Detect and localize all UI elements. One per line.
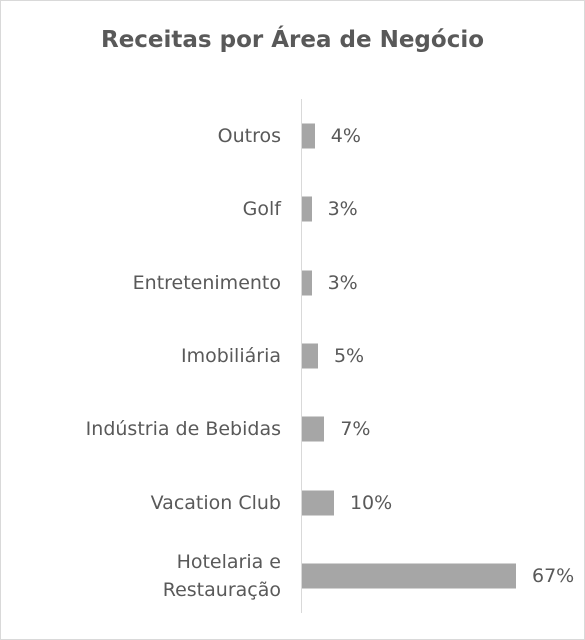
category-label: Golf [242, 198, 281, 221]
category-label: Indústria de Bebidas [85, 418, 281, 441]
value-label: 7% [340, 418, 371, 441]
value-label: 3% [327, 198, 358, 221]
bar [302, 196, 312, 222]
category-label: Entretenimento [132, 271, 281, 294]
category-label: Vacation Club [150, 491, 281, 514]
value-label: 67% [532, 564, 575, 587]
category-label: Outros [217, 125, 281, 147]
axis-line [301, 99, 302, 613]
category-label: Imobiliária [180, 344, 281, 367]
value-label: 10% [349, 491, 393, 514]
value-label: 5% [333, 344, 365, 367]
bar [302, 490, 334, 515]
bar [302, 123, 315, 149]
bar [302, 563, 516, 589]
bar [302, 343, 318, 369]
value-label: 3% [327, 271, 358, 294]
category-label: Hotelaria e Restauração [162, 550, 281, 601]
bar [302, 270, 312, 296]
chart-title: Receitas por Área de Negócio [100, 27, 485, 53]
value-label: 4% [330, 125, 361, 147]
bar [302, 416, 325, 442]
